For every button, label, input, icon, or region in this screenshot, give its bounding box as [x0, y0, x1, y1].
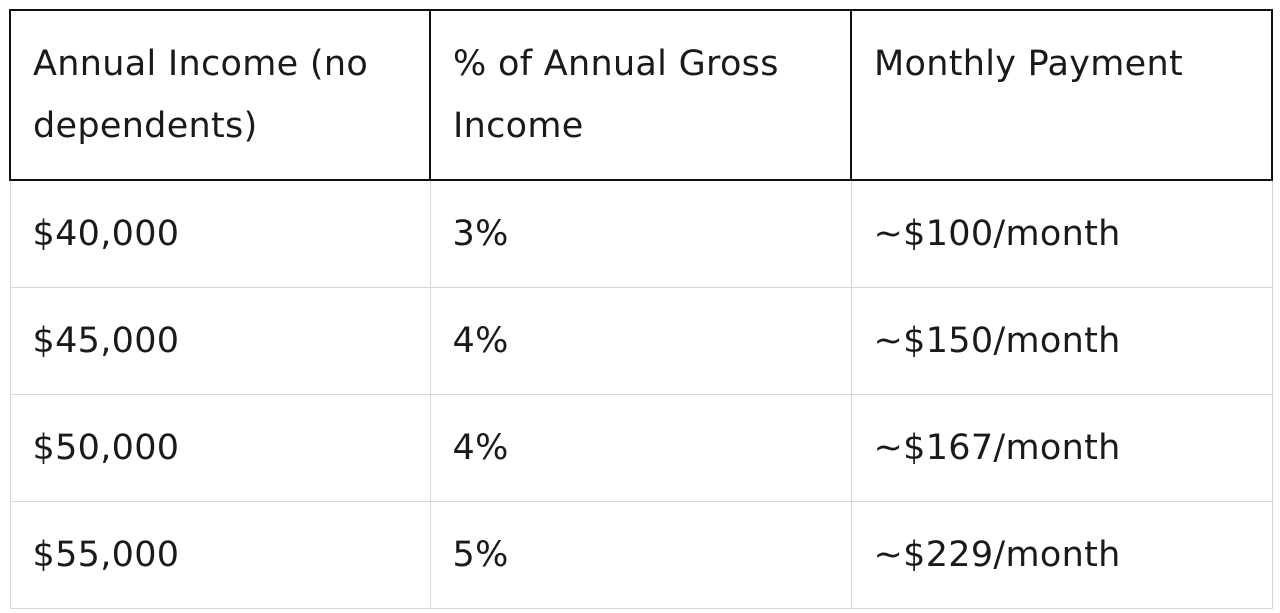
header-monthly-payment: Monthly Payment [850, 9, 1273, 181]
table-header: Annual Income (no dependents) % of Annua… [9, 9, 1273, 181]
table-row: $50,000 4% ~$167/month [9, 393, 1273, 502]
annual-income-cell: $50,000 [9, 393, 431, 502]
header-percent-gross-income: % of Annual Gross Income [429, 9, 852, 181]
table-body: $40,000 3% ~$100/month $45,000 4% ~$150/… [9, 179, 1273, 609]
table-row: $55,000 5% ~$229/month [9, 500, 1273, 609]
payment-table-container: Annual Income (no dependents) % of Annua… [9, 9, 1273, 609]
table-row: $40,000 3% ~$100/month [9, 179, 1273, 288]
header-annual-income: Annual Income (no dependents) [9, 9, 431, 181]
percent-gross-income-cell: 4% [429, 286, 852, 395]
header-row: Annual Income (no dependents) % of Annua… [9, 9, 1273, 181]
monthly-payment-cell: ~$229/month [850, 500, 1273, 609]
annual-income-cell: $40,000 [9, 179, 431, 288]
percent-gross-income-cell: 4% [429, 393, 852, 502]
annual-income-cell: $45,000 [9, 286, 431, 395]
percent-gross-income-cell: 5% [429, 500, 852, 609]
annual-income-cell: $55,000 [9, 500, 431, 609]
monthly-payment-cell: ~$167/month [850, 393, 1273, 502]
percent-gross-income-cell: 3% [429, 179, 852, 288]
monthly-payment-cell: ~$150/month [850, 286, 1273, 395]
monthly-payment-cell: ~$100/month [850, 179, 1273, 288]
payment-table: Annual Income (no dependents) % of Annua… [9, 9, 1273, 609]
table-row: $45,000 4% ~$150/month [9, 286, 1273, 395]
